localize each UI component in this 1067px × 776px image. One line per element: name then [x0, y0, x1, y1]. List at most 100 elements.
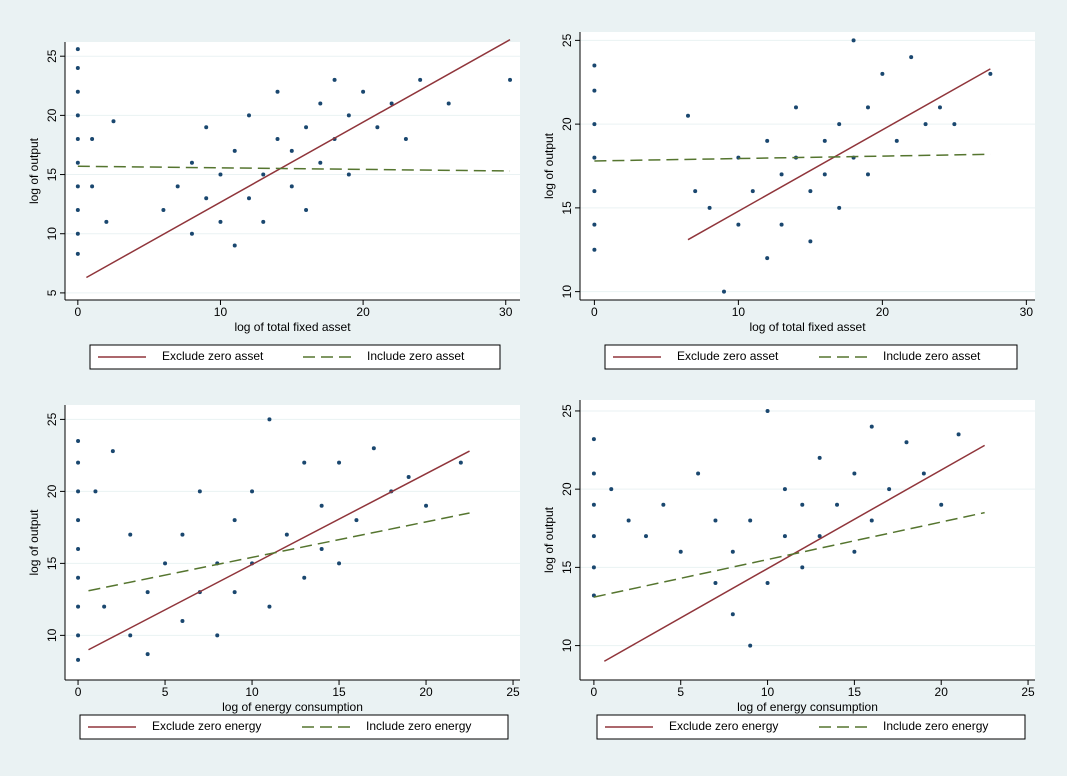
scatter-point [75, 113, 80, 118]
scatter-point [175, 184, 180, 189]
x-tick-label: 0 [591, 685, 598, 699]
scatter-point [75, 47, 80, 52]
scatter-point [76, 489, 81, 494]
scatter-point [289, 184, 294, 189]
scatter-point [782, 534, 787, 539]
y-tick-label: 15 [560, 560, 574, 574]
scatter-point [779, 222, 784, 227]
scatter-point [707, 205, 712, 210]
scatter-point [246, 113, 251, 118]
scatter-point [865, 105, 870, 110]
scatter-point [128, 633, 133, 638]
scatter-point [275, 137, 280, 142]
scatter-point [458, 460, 463, 465]
scatter-point [643, 534, 648, 539]
fit-line [687, 68, 991, 241]
scatter-point [289, 148, 294, 153]
legend-box [596, 714, 1026, 740]
x-tick-label: 10 [732, 305, 746, 319]
scatter-point [250, 489, 255, 494]
scatter-point [765, 408, 770, 413]
scatter-point [837, 122, 842, 127]
scatter-point [837, 205, 842, 210]
scatter-point [909, 55, 914, 60]
scatter-point [111, 119, 116, 124]
fit-line [88, 512, 470, 592]
scatter-point [218, 172, 223, 177]
scatter-point [852, 549, 857, 554]
scatter-point [748, 643, 753, 648]
x-axis-title: log of energy consumption [222, 700, 363, 714]
scatter-point [76, 546, 81, 551]
scatter-point [90, 137, 95, 142]
scatter-point [76, 575, 81, 580]
scatter-point [218, 219, 223, 224]
scatter-point [713, 581, 718, 586]
scatter-point [406, 474, 411, 479]
scatter-point [361, 89, 366, 94]
scatter-point [76, 657, 81, 662]
panel: 10 15 20 25 0 10 20 30 log of total fixed asset l… [542, 32, 1035, 370]
scatter-point [75, 184, 80, 189]
y-tick-label: 15 [560, 201, 574, 215]
y-tick-label: 20 [45, 108, 59, 122]
scatter-point [304, 208, 309, 213]
scatter-point [75, 208, 80, 213]
x-tick-label: 15 [848, 685, 862, 699]
scatter-point [403, 137, 408, 142]
scatter-point [102, 604, 107, 609]
scatter-point [180, 532, 185, 537]
scatter-point [851, 38, 856, 43]
scatter-point [318, 160, 323, 165]
scatter-point [267, 604, 272, 609]
scatter-point [800, 565, 805, 570]
scatter-point [275, 89, 280, 94]
x-axis-title: log of total fixed asset [749, 320, 866, 334]
scatter-point [678, 549, 683, 554]
x-tick-label: 20 [935, 685, 949, 699]
y-tick-label: 25 [560, 404, 574, 418]
scatter-point [76, 633, 81, 638]
scatter-point [246, 196, 251, 201]
scatter-point [793, 105, 798, 110]
scatter-point [952, 122, 957, 127]
scatter-point [389, 101, 394, 106]
x-tick-label: 30 [499, 305, 513, 319]
y-tick-label: 20 [560, 482, 574, 496]
x-tick-label: 0 [75, 685, 82, 699]
y-tick-label: 10 [45, 227, 59, 241]
scatter-point [189, 231, 194, 236]
scatter-point [76, 518, 81, 523]
scatter-point [661, 502, 666, 507]
scatter-point [508, 77, 513, 82]
fit-line [77, 165, 511, 172]
scatter-point [424, 503, 429, 508]
scatter-point [626, 518, 631, 523]
scatter-point [988, 71, 993, 76]
scatter-point [332, 77, 337, 82]
scatter-point [204, 125, 209, 130]
scatter-point [730, 612, 735, 617]
scatter-point [161, 208, 166, 213]
scatter-point [75, 89, 80, 94]
x-tick-label: 10 [214, 305, 228, 319]
scatter-point [887, 487, 892, 492]
scatter-point [75, 66, 80, 71]
scatter-point [713, 518, 718, 523]
scatter-point [894, 138, 899, 143]
legend-box [79, 714, 509, 740]
scatter-point [110, 449, 115, 454]
legend-label: Exclude zero asset [162, 349, 264, 363]
scatter-point [693, 189, 698, 194]
x-tick-label: 20 [876, 305, 890, 319]
y-tick-label: 15 [45, 556, 59, 570]
scatter-point [318, 101, 323, 106]
scatter-point [592, 122, 597, 127]
scatter-point [765, 581, 770, 586]
scatter-point [371, 446, 376, 451]
y-tick-label: 10 [560, 639, 574, 653]
scatter-point [939, 502, 944, 507]
scatter-point [591, 502, 596, 507]
scatter-point [592, 247, 597, 252]
legend-label: Exclude zero energy [669, 719, 778, 733]
